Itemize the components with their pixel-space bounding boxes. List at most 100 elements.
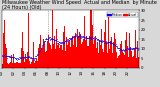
Point: [123, 49, 126, 50]
Point: [44, 39, 47, 40]
Point: [85, 36, 87, 38]
Point: [18, 57, 21, 58]
Point: [60, 42, 62, 43]
Point: [124, 48, 127, 49]
Point: [61, 41, 63, 43]
Point: [81, 36, 84, 37]
Point: [70, 37, 73, 38]
Point: [21, 58, 24, 59]
Point: [37, 52, 39, 53]
Point: [25, 56, 27, 58]
Point: [47, 38, 50, 39]
Point: [121, 49, 124, 51]
Point: [68, 37, 71, 39]
Point: [54, 39, 56, 41]
Point: [71, 36, 74, 38]
Point: [104, 41, 106, 43]
Point: [60, 42, 63, 43]
Point: [21, 56, 24, 58]
Point: [10, 56, 12, 58]
Point: [117, 48, 120, 49]
Point: [137, 48, 140, 50]
Point: [130, 48, 133, 49]
Point: [135, 47, 137, 48]
Point: [99, 40, 102, 41]
Point: [115, 45, 118, 47]
Point: [101, 41, 103, 43]
Point: [94, 38, 96, 40]
Point: [81, 36, 84, 37]
Point: [125, 48, 128, 49]
Point: [16, 59, 18, 60]
Point: [90, 38, 93, 40]
Point: [78, 35, 80, 37]
Point: [116, 46, 118, 48]
Point: [19, 56, 22, 57]
Point: [129, 48, 132, 50]
Point: [55, 39, 57, 41]
Point: [75, 35, 78, 36]
Point: [121, 49, 123, 51]
Point: [74, 35, 77, 37]
Point: [109, 43, 111, 44]
Point: [76, 37, 79, 38]
Point: [122, 49, 124, 50]
Point: [38, 50, 40, 52]
Point: [131, 48, 134, 50]
Point: [113, 44, 116, 46]
Point: [88, 37, 91, 39]
Point: [109, 41, 112, 43]
Point: [3, 54, 5, 56]
Point: [11, 56, 14, 58]
Point: [79, 37, 82, 38]
Point: [99, 40, 101, 41]
Point: [87, 37, 89, 39]
Point: [14, 58, 17, 59]
Point: [65, 39, 68, 40]
Point: [108, 41, 111, 43]
Point: [118, 49, 121, 50]
Point: [52, 39, 55, 40]
Point: [108, 41, 110, 43]
Point: [72, 35, 74, 37]
Point: [6, 55, 9, 57]
Point: [62, 42, 64, 44]
Point: [117, 48, 120, 49]
Point: [15, 59, 17, 60]
Point: [4, 55, 7, 56]
Point: [103, 42, 105, 43]
Point: [114, 44, 116, 46]
Point: [134, 47, 137, 48]
Point: [111, 43, 113, 44]
Point: [126, 48, 128, 49]
Point: [28, 56, 30, 58]
Point: [100, 41, 102, 42]
Point: [13, 57, 16, 59]
Point: [90, 36, 92, 38]
Point: [50, 37, 53, 39]
Point: [14, 57, 16, 59]
Point: [104, 42, 107, 44]
Point: [7, 56, 9, 57]
Point: [66, 39, 69, 40]
Point: [57, 42, 59, 44]
Point: [110, 42, 112, 43]
Point: [15, 58, 18, 59]
Point: [130, 49, 132, 50]
Point: [35, 55, 37, 57]
Point: [109, 40, 112, 42]
Point: [136, 48, 139, 49]
Point: [64, 40, 66, 42]
Point: [101, 40, 104, 42]
Point: [32, 57, 34, 59]
Point: [108, 41, 110, 42]
Point: [22, 57, 24, 58]
Point: [112, 44, 115, 45]
Point: [122, 50, 125, 51]
Point: [71, 37, 74, 38]
Point: [41, 44, 44, 46]
Point: [69, 37, 71, 39]
Point: [95, 38, 97, 39]
Point: [39, 49, 41, 50]
Point: [32, 57, 35, 59]
